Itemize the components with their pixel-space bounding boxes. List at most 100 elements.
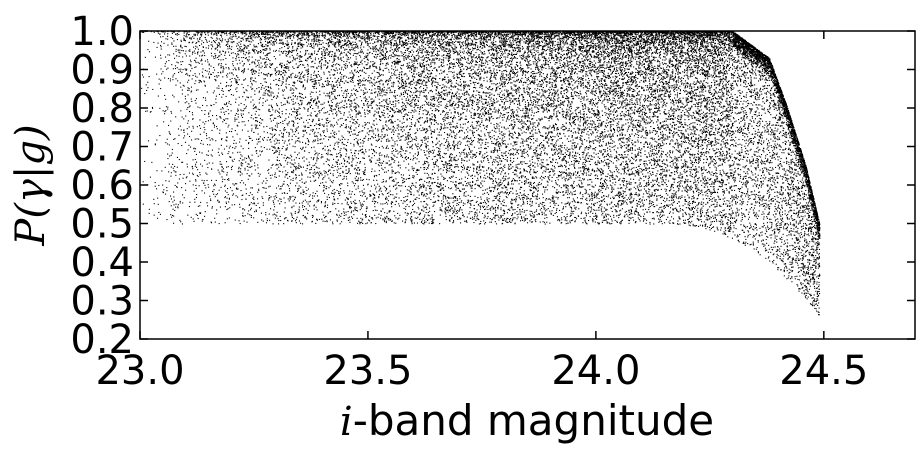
scatter-point — [423, 210, 425, 212]
scatter-point — [501, 32, 503, 34]
scatter-point — [623, 95, 625, 97]
scatter-point — [516, 41, 518, 43]
scatter-point — [332, 93, 334, 95]
scatter-point — [332, 32, 334, 34]
scatter-point — [731, 195, 733, 197]
scatter-point — [301, 39, 303, 41]
scatter-point — [670, 118, 672, 120]
scatter-point — [580, 50, 582, 52]
scatter-point — [550, 115, 552, 117]
scatter-point — [390, 122, 392, 124]
scatter-point — [495, 167, 497, 169]
scatter-point — [502, 76, 504, 78]
scatter-point — [264, 38, 266, 40]
scatter-point — [585, 106, 587, 108]
scatter-point — [286, 174, 288, 176]
scatter-point — [440, 101, 442, 103]
scatter-point — [403, 207, 405, 209]
scatter-point — [407, 43, 409, 45]
scatter-point — [816, 242, 818, 244]
scatter-point — [601, 82, 603, 84]
scatter-point — [470, 175, 472, 177]
scatter-point — [548, 138, 550, 140]
scatter-point — [266, 125, 268, 127]
scatter-point — [455, 177, 457, 179]
scatter-point — [458, 93, 460, 95]
scatter-point — [533, 185, 535, 187]
scatter-point — [456, 198, 458, 200]
scatter-point — [481, 34, 483, 36]
scatter-point — [360, 217, 362, 219]
scatter-point — [420, 130, 422, 132]
scatter-point — [486, 125, 488, 127]
scatter-point — [323, 31, 325, 33]
scatter-point — [637, 70, 639, 72]
scatter-point — [381, 74, 383, 76]
scatter-point — [525, 180, 527, 182]
scatter-point — [688, 115, 690, 117]
scatter-point — [486, 70, 488, 72]
scatter-point — [270, 141, 272, 143]
scatter-point — [644, 94, 646, 96]
scatter-point — [419, 128, 421, 130]
scatter-point — [511, 77, 513, 79]
scatter-point — [465, 191, 467, 193]
scatter-point — [692, 91, 694, 93]
scatter-point — [486, 188, 488, 190]
scatter-point — [589, 140, 591, 142]
scatter-point — [345, 68, 347, 70]
scatter-point — [213, 67, 215, 69]
scatter-point — [262, 58, 264, 60]
scatter-point — [461, 93, 463, 95]
scatter-point — [437, 39, 439, 41]
scatter-point — [616, 194, 618, 196]
scatter-point — [276, 66, 278, 68]
scatter-point — [518, 163, 520, 165]
scatter-point — [763, 109, 765, 111]
scatter-point — [432, 38, 434, 40]
scatter-point — [378, 73, 380, 75]
scatter-point — [699, 47, 701, 49]
scatter-point — [591, 35, 593, 37]
scatter-point — [769, 108, 771, 110]
scatter-point — [630, 113, 632, 115]
scatter-point — [634, 109, 636, 111]
scatter-point — [421, 41, 423, 43]
scatter-point — [594, 125, 596, 127]
scatter-point — [473, 164, 475, 166]
scatter-point — [469, 185, 471, 187]
scatter-point — [386, 43, 388, 45]
scatter-point — [237, 113, 239, 115]
scatter-point — [380, 79, 382, 81]
scatter-point — [485, 203, 487, 205]
scatter-point — [728, 227, 730, 229]
scatter-point — [694, 184, 696, 186]
scatter-point — [505, 56, 507, 58]
scatter-point — [454, 207, 456, 209]
scatter-point — [309, 114, 311, 116]
scatter-point — [286, 78, 288, 80]
scatter-point — [426, 150, 428, 152]
scatter-point — [284, 176, 286, 178]
scatter-point — [463, 52, 465, 54]
scatter-point — [712, 174, 714, 176]
scatter-point — [771, 128, 773, 130]
scatter-point — [278, 108, 280, 110]
scatter-point — [818, 254, 820, 256]
scatter-point — [514, 89, 516, 91]
scatter-point — [743, 117, 745, 119]
scatter-point — [272, 135, 274, 137]
scatter-point — [505, 61, 507, 63]
scatter-point — [393, 210, 395, 212]
scatter-point — [162, 191, 164, 193]
scatter-point — [301, 172, 303, 174]
scatter-point — [230, 41, 232, 43]
scatter-point — [172, 167, 174, 169]
scatter-point — [549, 47, 551, 49]
scatter-point — [256, 117, 258, 119]
scatter-point — [362, 35, 364, 37]
scatter-point — [604, 216, 606, 218]
scatter-point — [486, 151, 488, 153]
scatter-point — [228, 45, 230, 47]
scatter-point — [562, 194, 564, 196]
